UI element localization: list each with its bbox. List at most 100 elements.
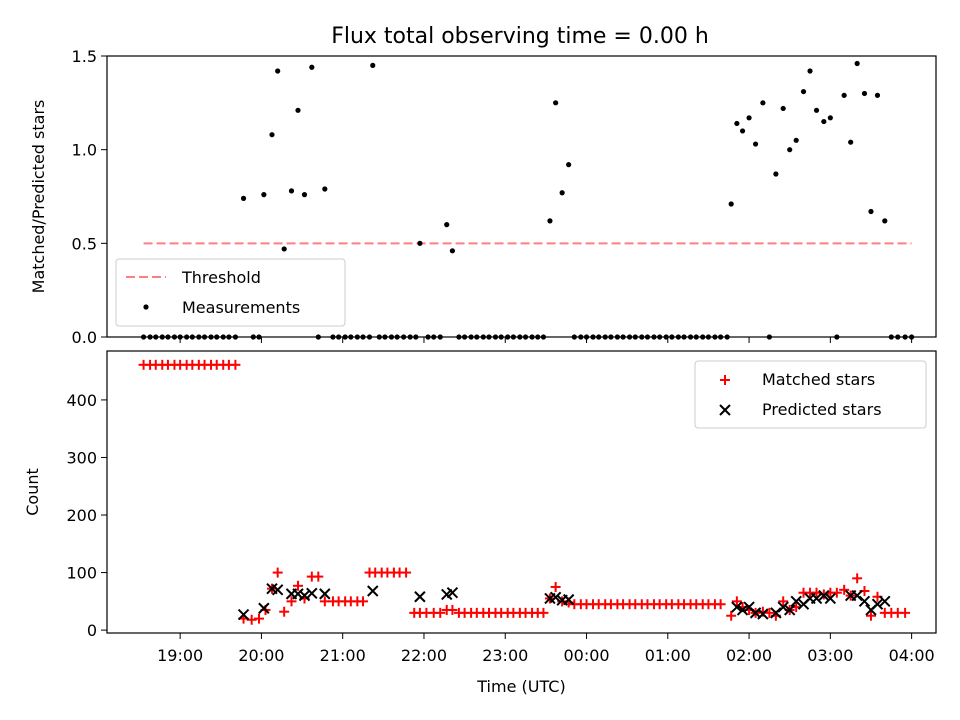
- count-xtick-label: 04:00: [889, 646, 935, 665]
- measurement-point: [854, 60, 860, 67]
- predicted-star-point: [367, 585, 379, 597]
- predicted-star-point: [298, 589, 311, 602]
- measurement-point: [240, 195, 247, 201]
- predicted-star-point: [562, 593, 575, 606]
- measurement-point: [553, 100, 559, 106]
- predicted-star-point: [770, 607, 782, 619]
- measurement-point: [301, 192, 308, 198]
- measurement-point: [848, 139, 854, 145]
- measurement-point: [370, 62, 376, 68]
- matched-star-point: [726, 610, 737, 621]
- measurement-point: [261, 192, 267, 198]
- matched-star-point: [831, 587, 842, 598]
- measurement-point: [841, 92, 847, 98]
- count-xtick-label: 22:00: [401, 646, 447, 665]
- ratio-ytick-label: 0.0: [72, 328, 97, 347]
- legend-matched-label: Matched stars: [762, 370, 875, 389]
- count-legend: [694, 360, 927, 429]
- matched-star-point: [253, 613, 264, 624]
- legend-matched-swatch: [720, 375, 730, 385]
- matched-star-point: [538, 607, 549, 618]
- measurement-point: [787, 147, 793, 153]
- count-ylabel: Count: [23, 468, 42, 516]
- measurement-point: [746, 115, 752, 121]
- count-ytick-label: 100: [66, 564, 97, 583]
- matched-star-point: [852, 573, 863, 584]
- count-ytick-label: 300: [66, 448, 97, 467]
- legend-measurement-swatch: [143, 304, 149, 310]
- predicted-star-point: [258, 602, 270, 614]
- matched-star-point: [279, 606, 290, 617]
- count-ytick-label: 400: [66, 391, 97, 410]
- predicted-star-point: [818, 589, 830, 602]
- predicted-star-point: [790, 595, 802, 608]
- chart-title: Flux total observing time = 0.00 h: [331, 24, 709, 49]
- predicted-star-point: [871, 598, 884, 610]
- count-axes: 0 100 200 300 400 19:00 20:00 21:00 22:00 23:00 00…: [23, 350, 937, 696]
- ratio-ytick-label: 1.0: [72, 141, 97, 160]
- measurement-point: [269, 132, 275, 138]
- matched-star-point: [764, 607, 775, 618]
- count-ytick-label: 200: [66, 506, 97, 525]
- predicted-star-point: [810, 592, 823, 605]
- predicted-star-point: [736, 604, 749, 616]
- predicted-star-point: [446, 587, 459, 599]
- legend-threshold-label: Threshold: [181, 268, 261, 287]
- measurement-point: [861, 90, 868, 97]
- measurement-point: [559, 190, 565, 196]
- legend-predicted-swatch: [719, 404, 731, 416]
- measurement-point: [444, 222, 450, 228]
- ratio-ytick-label: 1.5: [72, 47, 97, 66]
- predicted-star-point: [319, 588, 331, 600]
- count-xtick-label: 01:00: [645, 646, 691, 665]
- measurement-point: [773, 171, 779, 177]
- measurement-point: [752, 141, 759, 147]
- matched-star-point: [272, 567, 283, 578]
- measurement-point: [547, 218, 553, 224]
- count-xlabel: Time (UTC): [476, 677, 565, 696]
- ratio-axes-frame: [106, 55, 937, 338]
- measurement-point: [566, 162, 572, 168]
- matched-star-point: [715, 599, 726, 610]
- measurement-point: [868, 208, 874, 215]
- measurement-point: [793, 137, 799, 143]
- predicted-star-point: [783, 604, 796, 616]
- count-xtick-label: 21:00: [320, 646, 366, 665]
- predicted-star-point: [858, 595, 871, 608]
- measurement-point: [874, 92, 881, 98]
- count-xtick-label: 00:00: [563, 646, 609, 665]
- predicted-star-point: [271, 584, 284, 596]
- predicted-star-point: [292, 588, 304, 600]
- matched-star-point: [358, 596, 369, 607]
- predicted-star-point: [777, 601, 789, 613]
- ratio-axes: 0.0 0.5 1.0 1.5 Matched/Predicted stars Thres…: [29, 47, 937, 347]
- measurement-point: [275, 68, 281, 74]
- count-xtick-label: 02:00: [726, 646, 772, 665]
- matched-star-point: [447, 604, 458, 615]
- ratio-legend: [115, 258, 346, 327]
- predicted-star-point: [824, 592, 837, 605]
- measurement-point: [449, 248, 456, 254]
- predicted-star-point: [549, 591, 562, 604]
- measurement-point: [734, 120, 740, 127]
- matched-star-point: [401, 567, 412, 578]
- matched-star-point: [435, 607, 446, 618]
- measurement-point: [760, 100, 766, 106]
- legend-predicted-label: Predicted stars: [762, 400, 882, 419]
- measurement-point: [295, 107, 301, 113]
- predicted-star-point: [414, 591, 426, 603]
- predicted-star-point: [851, 589, 863, 602]
- matched-star-point: [778, 596, 789, 607]
- predicted-star-point: [306, 587, 318, 599]
- measurement-point: [821, 118, 827, 125]
- measurement-point: [728, 201, 734, 207]
- predicted-star-point: [879, 595, 891, 608]
- matched-star-point: [731, 596, 742, 607]
- measurement-point: [739, 128, 746, 134]
- ratio-ytick-label: 0.5: [72, 234, 97, 253]
- matched-star-point: [839, 584, 850, 595]
- count-xtick-label: 23:00: [482, 646, 528, 665]
- measurement-point: [322, 186, 328, 192]
- count-xtick-label: 19:00: [157, 646, 203, 665]
